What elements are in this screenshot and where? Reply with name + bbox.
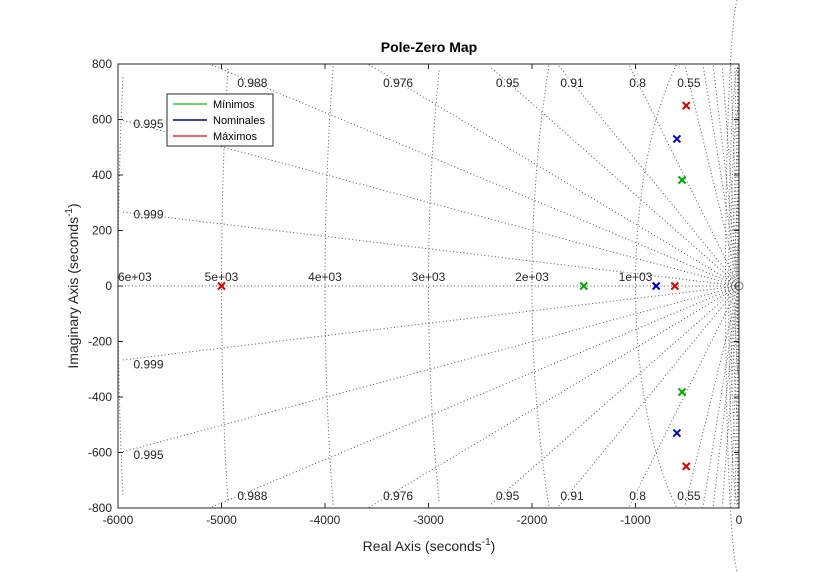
frequency-label: 3e+03: [412, 270, 446, 284]
damping-label: 0.8: [629, 76, 646, 90]
y-axis-label: Imaginary Axis (seconds-1): [64, 203, 81, 368]
pole-marker: [670, 281, 680, 291]
pole-marker: [677, 387, 687, 397]
damping-ray: [628, 285, 740, 509]
legend-label: Máximos: [213, 131, 258, 143]
pole-marker: [651, 281, 661, 291]
x-tick-label: 0: [736, 513, 743, 527]
y-tick-label: -600: [88, 446, 112, 460]
damping-label: 0.976: [383, 489, 413, 503]
y-tick-label: 400: [92, 168, 112, 182]
damping-label: 0.976: [383, 76, 413, 90]
x-tick-label: -5000: [206, 513, 237, 527]
damping-ray: [489, 65, 740, 287]
y-tick-label: 200: [92, 224, 112, 238]
damping-label: 0.91: [560, 76, 584, 90]
damping-ray: [120, 285, 740, 361]
legend-entry: Mínimos: [173, 99, 255, 111]
grid-labels: 0.988 0.988 0.976 0.976 0.95 0.95 0.91 0.91 0.8 0…: [118, 76, 701, 503]
pole-marker: [682, 462, 691, 471]
legend-entry: Nominales: [173, 115, 265, 127]
legend-entry: Máximos: [173, 131, 258, 143]
damping-label: 0.55: [677, 76, 701, 90]
pole-marker: [579, 281, 588, 291]
chart-title: Pole-Zero Map: [381, 39, 477, 55]
damping-label: 0.988: [237, 489, 267, 503]
frequency-label: 6e+03: [118, 270, 152, 284]
damping-label: 0.95: [496, 76, 520, 90]
damping-ray: [702, 285, 740, 508]
frequency-label: 2e+03: [515, 270, 549, 284]
y-tick-label: 0: [105, 279, 112, 293]
y-tick-label: 800: [92, 57, 112, 71]
x-axis-label: Real Axis (seconds-1): [363, 537, 496, 554]
damping-label: 0.999: [134, 207, 164, 221]
y-tick-label: -800: [88, 501, 112, 515]
damping-ray: [120, 211, 740, 287]
frequency-arc: [724, 0, 738, 572]
x-tick-label: -4000: [310, 513, 341, 527]
frequency-label: 1e+03: [619, 270, 653, 284]
damping-ray: [684, 285, 740, 505]
damping-ray: [684, 67, 740, 287]
pole-markers: [217, 101, 691, 471]
y-tick-label: 600: [92, 113, 112, 127]
y-tick-label: -400: [88, 390, 112, 404]
y-tick-label: -200: [88, 335, 112, 349]
pole-marker: [217, 281, 226, 291]
pole-marker: [682, 101, 691, 110]
pole-marker: [677, 175, 687, 185]
x-tick-label: -3000: [413, 513, 444, 527]
frequency-label: 5e+03: [205, 270, 239, 284]
damping-label: 0.988: [237, 76, 267, 90]
x-tick-label: -2000: [517, 513, 548, 527]
y-ticks: 800 600 400 200 0 -200 -400 -600 -800: [88, 57, 739, 515]
frequency-label: 4e+03: [308, 270, 342, 284]
pole-marker: [672, 134, 682, 144]
legend-label: Mínimos: [213, 99, 255, 111]
damping-label: 0.995: [134, 117, 164, 131]
legend: Mínimos Nominales Máximos: [166, 93, 274, 147]
damping-ray: [702, 64, 740, 287]
legend-label: Nominales: [213, 115, 265, 127]
damping-label: 0.55: [677, 489, 701, 503]
damping-label: 0.995: [134, 448, 164, 462]
damping-ray: [210, 64, 740, 287]
damping-label: 0.8: [629, 489, 646, 503]
x-tick-label: -6000: [103, 513, 134, 527]
x-tick-label: -1000: [620, 513, 651, 527]
damping-ray: [489, 285, 740, 507]
damping-label: 0.91: [560, 489, 584, 503]
pole-marker: [672, 428, 682, 438]
damping-ray: [210, 285, 740, 508]
damping-label: 0.999: [134, 358, 164, 372]
frequency-arc: [531, 65, 550, 507]
frequency-arc: [732, 152, 740, 420]
damping-label: 0.95: [496, 489, 520, 503]
grid-lines: [117, 0, 744, 572]
damping-ray: [628, 63, 740, 287]
x-ticks: -6000 -5000 -4000 -3000 -2000 -1000 0: [103, 64, 743, 527]
